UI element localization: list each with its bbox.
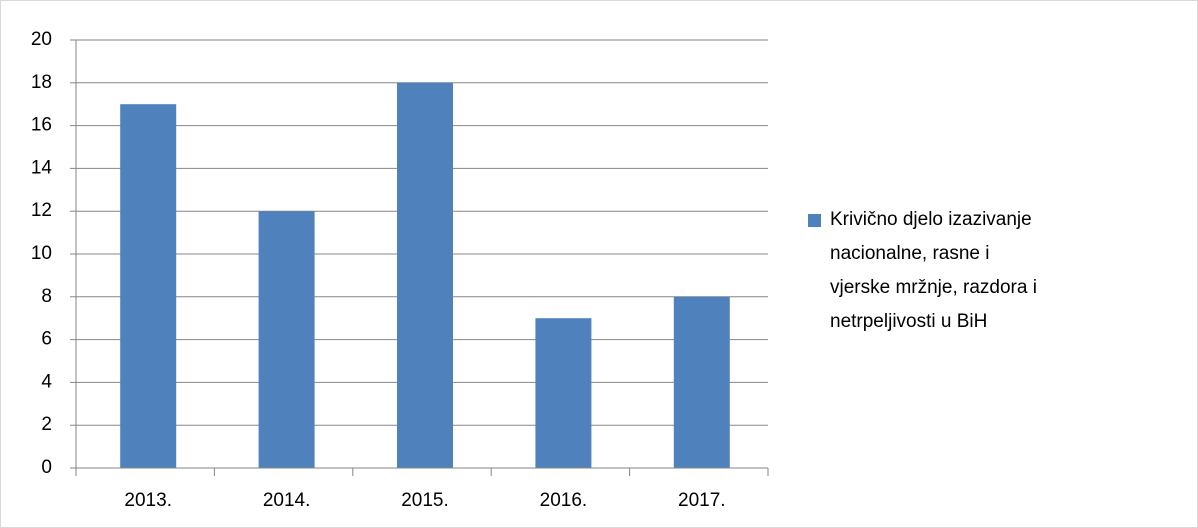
bar	[397, 82, 453, 469]
y-tick-label: 12	[31, 200, 52, 221]
bar	[258, 211, 315, 468]
x-tick-label: 2017.	[678, 490, 726, 511]
y-tick-label: 2	[41, 414, 52, 435]
bar	[120, 104, 177, 468]
y-tick-label: 16	[31, 115, 52, 136]
y-tick-label: 18	[31, 72, 52, 93]
bar	[535, 318, 592, 468]
y-tick-label: 10	[31, 243, 52, 264]
x-tick-label: 2014.	[263, 490, 311, 511]
x-tick-label: 2015.	[401, 490, 449, 511]
legend-label: Krivično djelo izazivanje nacionalne, ra…	[830, 209, 1037, 332]
x-tick-label: 2013.	[124, 490, 172, 511]
x-tick-label: 2016.	[540, 490, 588, 511]
y-tick-label: 4	[41, 371, 52, 392]
y-tick-label: 6	[41, 329, 52, 350]
y-tick-label: 20	[31, 29, 52, 50]
bar	[673, 296, 730, 468]
y-tick-label: 14	[31, 157, 53, 178]
y-tick-label: 0	[41, 457, 52, 478]
legend-key	[808, 214, 821, 227]
y-tick-label: 8	[41, 286, 52, 307]
legend: Krivično djelo izazivanje nacionalne, ra…	[808, 203, 1040, 339]
